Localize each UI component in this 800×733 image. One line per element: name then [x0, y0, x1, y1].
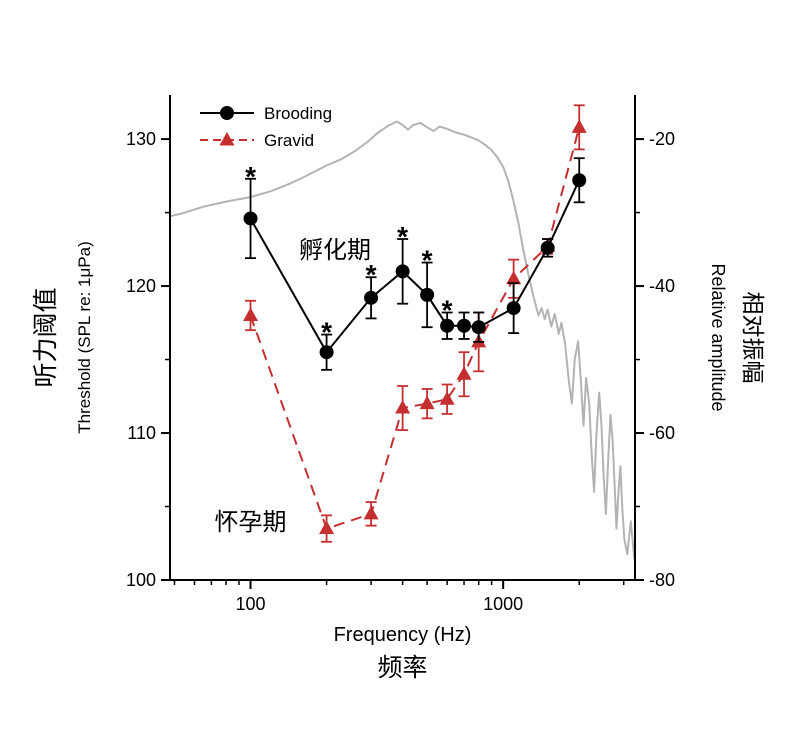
- series-brooding-marker: [364, 290, 379, 305]
- series-brooding-marker: [440, 318, 455, 333]
- y-left-tick-label: 100: [126, 570, 156, 590]
- series-brooding-marker: [471, 320, 486, 335]
- series-gravid-line: [249, 127, 581, 530]
- x-axis-label-zh: 频率: [377, 654, 427, 682]
- significance-asterisk: *: [366, 259, 377, 290]
- series-brooding-marker: [243, 211, 258, 226]
- series-gravid-marker: [439, 391, 455, 405]
- y-left-tick-label: 120: [126, 276, 156, 296]
- y-right-tick-label: -20: [649, 129, 675, 149]
- y-left-axis-label-zh: 听力阈值: [32, 287, 60, 387]
- significance-asterisk: *: [321, 317, 332, 348]
- series-gravid-marker: [243, 307, 259, 321]
- y-right-tick-label: -80: [649, 570, 675, 590]
- series-brooding-marker: [572, 173, 587, 188]
- series-brooding-marker: [540, 240, 555, 255]
- significance-asterisk: *: [245, 161, 256, 192]
- annotation-brooding-period-zh: 孵化期: [299, 237, 371, 264]
- series-brooding-marker: [506, 301, 521, 316]
- y-right-tick-label: -40: [649, 276, 675, 296]
- legend-marker-gravid: [219, 132, 235, 146]
- y-left-tick-label: 130: [126, 129, 156, 149]
- series-gravid-marker: [319, 520, 335, 535]
- series-brooding-line: [249, 179, 581, 354]
- series-brooding-marker: [457, 318, 472, 333]
- series-brooding-marker: [420, 287, 435, 302]
- significance-asterisk: *: [422, 245, 433, 276]
- y-right-axis-label-zh: 相对振幅: [740, 292, 766, 384]
- x-tick-label: 1000: [483, 594, 523, 614]
- series-gravid-marker: [395, 400, 411, 414]
- series-brooding-marker: [395, 264, 410, 279]
- legend-marker-brooding: [220, 106, 234, 120]
- annotation-gravid-period-zh: 怀孕期: [215, 509, 287, 536]
- series-gravid-marker: [571, 119, 587, 133]
- series-gravid-marker: [419, 395, 435, 410]
- y-right-tick-label: -60: [649, 423, 675, 443]
- series-gravid-marker: [456, 366, 472, 380]
- legend-label-brooding: Brooding: [264, 104, 332, 123]
- y-left-tick-label: 110: [127, 423, 156, 443]
- series-gravid-marker: [363, 505, 379, 520]
- series-gravid-marker: [506, 270, 522, 285]
- series-brooding-marker: [319, 345, 334, 360]
- y-right-axis-label-en: Relative amplitude: [708, 263, 728, 411]
- relative-amplitude-spectrum: [169, 120, 636, 559]
- significance-asterisk: *: [442, 295, 453, 326]
- x-axis-label-en: Frequency (Hz): [334, 624, 472, 646]
- legend-label-gravid: Gravid: [264, 131, 314, 150]
- y-left-axis-label-en: Threshold (SPL re: 1μPa): [75, 241, 94, 433]
- x-tick-label: 100: [236, 594, 266, 614]
- significance-asterisk: *: [397, 221, 408, 252]
